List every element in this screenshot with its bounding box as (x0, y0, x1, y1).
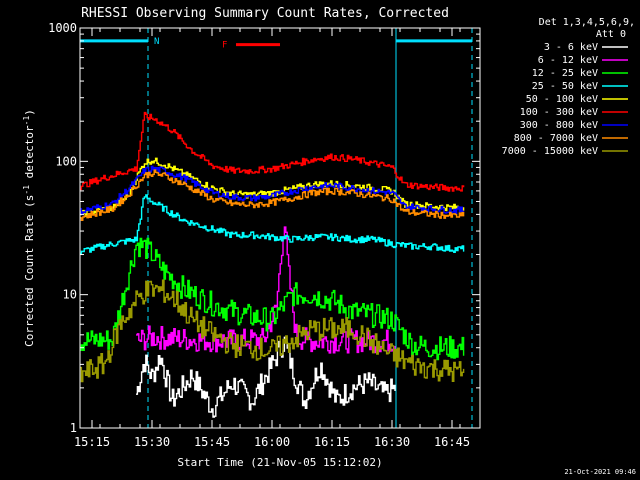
series-line-3-6-kev (136, 336, 396, 418)
y-tick-label: 1000 (48, 21, 77, 35)
y-axis-label-main: Corrected Count Rate (s (23, 195, 36, 347)
saa-flag-label: N (154, 37, 159, 47)
x-tick-label: 16:15 (314, 435, 350, 449)
series-line-800-7000-kev (80, 169, 465, 221)
x-axis-label: Start Time (21-Nov-05 15:12:02) (177, 456, 382, 469)
x-tick-label: 15:30 (134, 435, 170, 449)
x-tick-label: 16:00 (254, 435, 290, 449)
y-axis-label-mid: detector (23, 125, 36, 185)
legend-label-25-50-kev: 25 - 50 keV (532, 81, 598, 92)
y-tick-label: 100 (55, 154, 77, 168)
x-tick-label: 16:45 (434, 435, 470, 449)
footer-timestamp: 21-Oct-2021 09:46 (564, 468, 636, 476)
legend-label-100-300-kev: 100 - 300 keV (520, 107, 598, 118)
legend-header-line2: Att 0 (596, 29, 626, 40)
series-line-300-800-kev (80, 165, 465, 216)
series-line-6-12-kev (136, 226, 396, 354)
x-tick-label: 15:45 (194, 435, 230, 449)
legend-label-6-12-kev: 6 - 12 keV (538, 55, 598, 66)
legend-label-800-7000-kev: 800 - 7000 keV (514, 133, 598, 144)
series-line-100-300-kev (80, 111, 465, 192)
flare-flag-label: F (222, 41, 227, 51)
series-line-25-50-kev (80, 194, 465, 255)
y-axis-ticks: 1 10 100 1000 (48, 21, 480, 435)
y-axis-label-exp2: -1 (22, 116, 31, 126)
legend-label-12-25-kev: 12 - 25 keV (532, 68, 598, 79)
legend-label-3-6-kev: 3 - 6 keV (544, 42, 598, 53)
series-line-12-25-kev (80, 237, 465, 361)
legend-entries: 3 - 6 keV 6 - 12 keV 12 - 25 keV 25 - 50 ke… (502, 42, 628, 157)
legend-header-line1: Det 1,3,4,5,6,9, (539, 17, 635, 28)
x-tick-label: 16:30 (374, 435, 410, 449)
legend-label-50-100-kev: 50 - 100 keV (526, 94, 598, 105)
x-axis-ticks: 15:15 15:30 15:45 16:00 16:15 16:30 16:45 (74, 28, 481, 449)
legend-label-300-800-kev: 300 - 800 keV (520, 120, 598, 131)
x-tick-label: 15:15 (74, 435, 110, 449)
series-group (80, 111, 465, 418)
y-axis-label-exp1: -1 (22, 185, 31, 195)
legend: Det 1,3,4,5,6,9, Att 0 3 - 6 keV 6 - 12 k… (502, 17, 635, 157)
chart-title: RHESSI Observing Summary Count Rates, Co… (81, 6, 449, 21)
series-line-7000-15000-kev (80, 279, 465, 383)
legend-label-7000-15000-kev: 7000 - 15000 keV (502, 146, 598, 157)
y-axis-label: Corrected Count Rate (s-1 detector-1) (22, 109, 36, 347)
y-axis-label-end: ) (23, 109, 36, 116)
y-tick-label: 10 (63, 288, 77, 302)
y-tick-label: 1 (70, 421, 77, 435)
